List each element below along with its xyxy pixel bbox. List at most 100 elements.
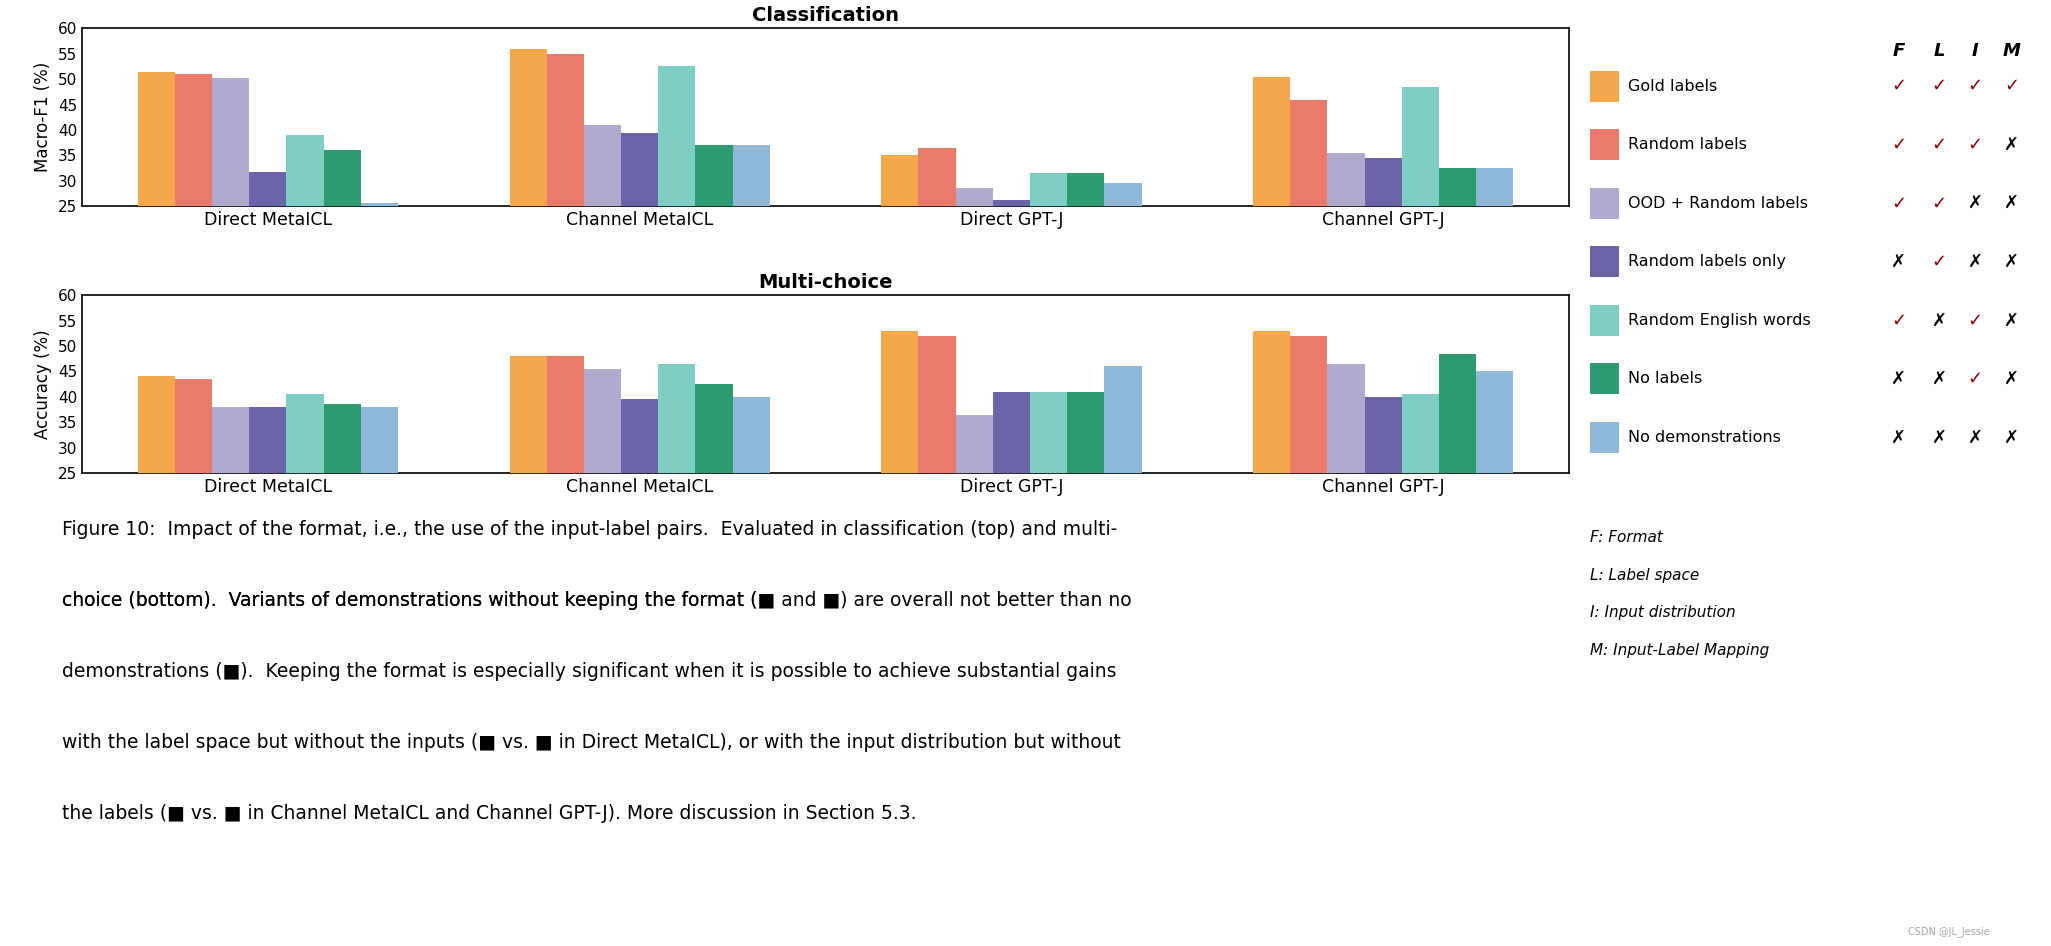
Bar <box>1440 168 1477 333</box>
Text: ✓: ✓ <box>1967 78 1983 96</box>
Bar <box>1030 392 1067 600</box>
Bar <box>1590 130 1618 160</box>
Text: ✓: ✓ <box>1967 311 1983 329</box>
Bar <box>882 155 919 333</box>
Bar <box>1030 173 1067 333</box>
Text: L: Label space: L: Label space <box>1590 568 1698 583</box>
Text: with the label space but without the inputs (■ vs. ■ in Direct MetaICL), or with: with the label space but without the inp… <box>62 733 1120 752</box>
Bar <box>1401 87 1440 333</box>
Bar <box>1290 336 1327 600</box>
Bar <box>1290 99 1327 333</box>
Bar <box>695 146 732 333</box>
Bar <box>658 66 695 333</box>
Bar <box>174 74 211 333</box>
Text: the labels (■ vs. ■ in Channel MetaICL and Channel GPT-J). More discussion in Se: the labels (■ vs. ■ in Channel MetaICL a… <box>62 804 917 823</box>
Bar <box>1364 396 1401 600</box>
Text: choice (bottom).  Variants of demonstrations without keeping the format (: choice (bottom). Variants of demonstrati… <box>62 591 757 610</box>
Text: ✓: ✓ <box>1891 135 1905 153</box>
Text: ✗: ✗ <box>1932 311 1946 329</box>
Text: Random English words: Random English words <box>1628 313 1811 328</box>
Text: ✓: ✓ <box>2004 78 2018 96</box>
Text: M: Input-Label Mapping: M: Input-Label Mapping <box>1590 643 1768 658</box>
Text: F: F <box>1893 42 1905 60</box>
Text: L: L <box>1934 42 1944 60</box>
Text: M: M <box>2002 42 2020 60</box>
Text: ✗: ✗ <box>2004 429 2018 447</box>
Text: ✓: ✓ <box>1891 78 1905 96</box>
Bar <box>1590 422 1618 453</box>
Text: ✗: ✗ <box>1891 253 1905 271</box>
Bar <box>882 331 919 600</box>
Bar <box>732 146 769 333</box>
Bar <box>287 135 324 333</box>
Text: ✗: ✗ <box>2004 253 2018 271</box>
Bar <box>1253 77 1290 333</box>
Bar <box>211 78 250 333</box>
Bar <box>1590 246 1618 277</box>
Bar <box>993 200 1030 333</box>
Bar <box>509 48 548 333</box>
Bar <box>919 148 956 333</box>
Bar <box>1590 71 1618 102</box>
Text: I: I <box>1971 42 1979 60</box>
Bar <box>585 125 621 333</box>
Bar <box>1440 354 1477 600</box>
Bar <box>548 356 585 600</box>
Text: ✗: ✗ <box>2004 135 2018 153</box>
Text: Gold labels: Gold labels <box>1628 79 1717 94</box>
Text: OOD + Random labels: OOD + Random labels <box>1628 196 1807 211</box>
Bar <box>585 369 621 600</box>
Text: ✗: ✗ <box>2004 370 2018 388</box>
Text: Figure 10:  Impact of the format, i.e., the use of the input-label pairs.  Evalu: Figure 10: Impact of the format, i.e., t… <box>62 520 1118 539</box>
Bar <box>1327 364 1364 600</box>
Bar <box>1590 187 1618 219</box>
Bar <box>1067 173 1103 333</box>
Bar <box>1067 392 1103 600</box>
Bar <box>919 336 956 600</box>
Text: demonstrations (■).  Keeping the format is especially significant when it is pos: demonstrations (■). Keeping the format i… <box>62 662 1116 681</box>
Bar <box>993 392 1030 600</box>
Bar <box>361 407 398 600</box>
Bar <box>174 379 211 600</box>
Text: ✗: ✗ <box>1932 429 1946 447</box>
Text: No labels: No labels <box>1628 372 1702 386</box>
Bar <box>621 132 658 333</box>
Bar <box>1253 331 1290 600</box>
Text: ✓: ✓ <box>1891 194 1905 212</box>
Bar <box>509 356 548 600</box>
Bar <box>1401 394 1440 600</box>
Text: ✗: ✗ <box>1967 253 1983 271</box>
Bar <box>324 404 361 600</box>
Bar <box>250 407 287 600</box>
Text: ✓: ✓ <box>1967 135 1983 153</box>
Title: Multi-choice: Multi-choice <box>759 273 892 292</box>
Bar <box>1590 363 1618 394</box>
Text: F: Format: F: Format <box>1590 530 1663 545</box>
Text: ✗: ✗ <box>1891 429 1905 447</box>
Bar <box>956 414 993 600</box>
Bar <box>621 399 658 600</box>
Text: choice (bottom).  Variants of demonstrations without keeping the format (■ and ■: choice (bottom). Variants of demonstrati… <box>62 591 1132 610</box>
Text: ✓: ✓ <box>1932 194 1946 212</box>
Y-axis label: Accuracy (%): Accuracy (%) <box>35 329 51 439</box>
Text: CSDN @JL_Jessie: CSDN @JL_Jessie <box>1907 925 1989 937</box>
Bar <box>695 384 732 600</box>
Bar <box>548 54 585 333</box>
Bar <box>1590 305 1618 336</box>
Bar <box>287 394 324 600</box>
Text: Random labels only: Random labels only <box>1628 254 1786 270</box>
Title: Classification: Classification <box>753 7 898 26</box>
Text: ✓: ✓ <box>1932 135 1946 153</box>
Text: ✓: ✓ <box>1891 311 1905 329</box>
Bar <box>211 407 250 600</box>
Bar <box>324 150 361 333</box>
Bar <box>658 364 695 600</box>
Bar <box>1103 184 1142 333</box>
Bar <box>250 171 287 333</box>
Bar <box>1103 366 1142 600</box>
Text: ✗: ✗ <box>1967 194 1983 212</box>
Bar <box>1327 153 1364 333</box>
Bar <box>361 203 398 333</box>
Bar <box>1477 372 1514 600</box>
Bar <box>732 396 769 600</box>
